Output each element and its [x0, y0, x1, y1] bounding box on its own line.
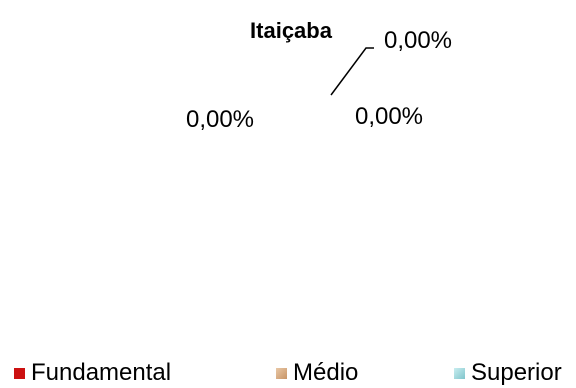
- legend-item-medio: Médio: [276, 358, 358, 388]
- data-label-superior: 0,00%: [384, 27, 452, 54]
- legend-swatch-superior: [454, 367, 465, 379]
- legend-item-superior: Superior: [454, 358, 562, 388]
- leader-line: [330, 47, 374, 96]
- data-label-fundamental: 0,00%: [186, 106, 254, 133]
- chart-title: Itaiçaba: [250, 18, 333, 43]
- legend-swatch-fundamental: [14, 367, 25, 379]
- legend: Fundamental Médio Superior: [14, 358, 576, 388]
- legend-label-medio: Médio: [293, 359, 359, 386]
- legend-swatch-medio: [276, 367, 287, 379]
- legend-item-fundamental: Fundamental: [14, 358, 171, 388]
- data-label-medio: 0,00%: [355, 103, 423, 130]
- legend-label-superior: Superior: [471, 359, 562, 386]
- legend-label-fundamental: Fundamental: [31, 359, 172, 386]
